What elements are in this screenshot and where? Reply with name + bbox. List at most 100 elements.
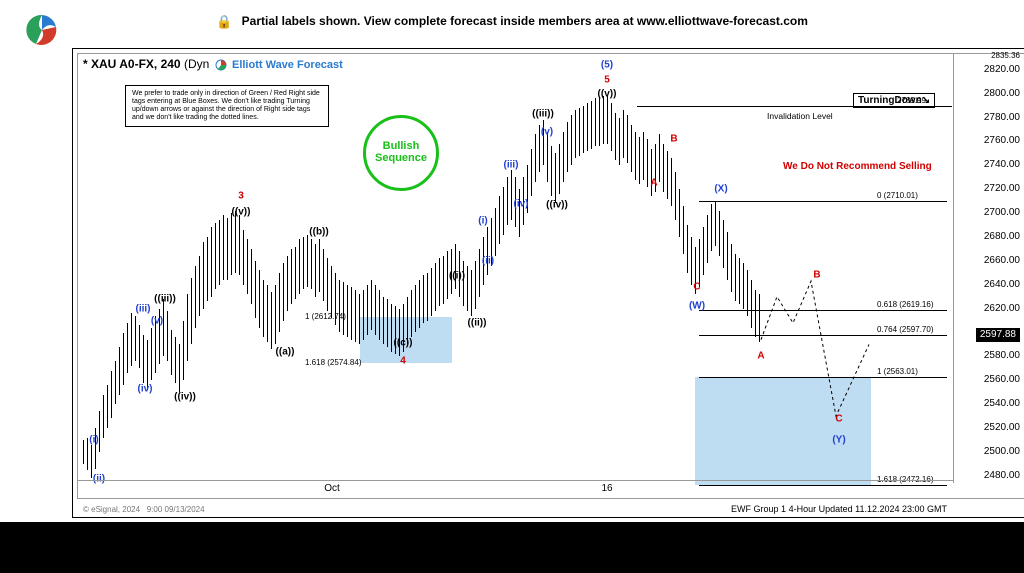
price-bar [587, 103, 588, 151]
price-bar [423, 275, 424, 323]
price-bar [295, 247, 296, 300]
price-bar [323, 249, 324, 302]
wave-label: 5 [604, 75, 610, 86]
price-bar [743, 263, 744, 308]
price-bar [435, 263, 436, 311]
price-bar [715, 201, 716, 246]
price-bar [479, 249, 480, 297]
price-bar [163, 299, 164, 356]
wave-label: (5) [601, 59, 613, 70]
price-bar [115, 361, 116, 404]
price-bar [287, 256, 288, 311]
price-bar [223, 215, 224, 280]
price-bar [351, 287, 352, 340]
wave-label: (X) [714, 184, 727, 195]
price-bar [187, 294, 188, 361]
price-bar [411, 290, 412, 338]
price-bar [415, 285, 416, 333]
price-bar [291, 249, 292, 304]
price-bar [663, 144, 664, 192]
y-tick: 2480.00 [984, 470, 1020, 481]
price-bar [99, 411, 100, 452]
price-bar [631, 125, 632, 173]
y-tick: 2760.00 [984, 135, 1020, 146]
retracement-label: 0 (2710.01) [877, 191, 918, 200]
retracement-label: 1 (2563.01) [877, 367, 918, 376]
price-bar [475, 261, 476, 309]
price-bar [667, 151, 668, 199]
wave-label: 3 [238, 191, 244, 202]
lock-icon: 🔒 [216, 14, 232, 30]
wave-label: ((iii)) [154, 294, 176, 305]
price-bar [279, 273, 280, 333]
price-bar [619, 118, 620, 166]
price-bar [731, 244, 732, 292]
price-bar [487, 227, 488, 275]
price-bar [675, 172, 676, 220]
price-bar [215, 223, 216, 290]
wave-label: ((i)) [449, 271, 465, 282]
retracement-label: 0.764 (2597.70) [877, 325, 934, 334]
price-bar [195, 266, 196, 328]
invalidation-label: Invalidation Level [767, 111, 833, 121]
price-bar [627, 115, 628, 163]
price-bar [299, 239, 300, 294]
price-bar [559, 144, 560, 194]
header-banner: 🔒 Partial labels shown. View complete fo… [0, 14, 1024, 30]
wave-label: ((ii)) [468, 317, 487, 328]
retracement-line [699, 310, 947, 311]
price-bar [511, 170, 512, 220]
price-bar [87, 438, 88, 470]
price-bar [123, 333, 124, 386]
price-bar [679, 189, 680, 237]
price-bar [567, 122, 568, 172]
y-axis: 2835.36 2480.002500.002520.002540.002560… [953, 53, 1024, 483]
price-bar [639, 137, 640, 185]
wave-label: ((v)) [232, 206, 251, 217]
no-sell-label: We Do Not Recommend Selling [783, 161, 932, 172]
bottom-band [0, 522, 1024, 573]
price-bar [643, 132, 644, 180]
price-bar [347, 285, 348, 338]
wave-label: C [693, 282, 700, 293]
price-bar [255, 261, 256, 318]
price-bar [443, 256, 444, 304]
page: 🔒 Partial labels shown. View complete fo… [0, 0, 1024, 573]
price-bar [339, 280, 340, 333]
price-bar [331, 266, 332, 319]
price-bar [591, 101, 592, 149]
price-bar [263, 280, 264, 337]
wave-label: A [757, 351, 764, 362]
y-tick: 2580.00 [984, 350, 1020, 361]
wave-label: (W) [689, 301, 705, 312]
price-bar [611, 103, 612, 151]
chart-panel[interactable]: * XAU A0-FX, 240 (Dyn Elliott Wave Forec… [72, 48, 1024, 518]
price-bar [367, 285, 368, 335]
y-tick: 2820.00 [984, 64, 1020, 75]
price-bar [307, 235, 308, 288]
retracement-line [699, 335, 947, 336]
price-bar [635, 132, 636, 180]
price-bar [355, 290, 356, 343]
price-bar [183, 321, 184, 381]
wave-label: ((iv)) [546, 199, 568, 210]
y-tick: 2680.00 [984, 231, 1020, 242]
price-bar [751, 280, 752, 328]
x-tick: Oct [324, 483, 340, 494]
price-bar [623, 110, 624, 158]
wave-label: ((v)) [598, 88, 617, 99]
banner-text: Partial labels shown. View complete fore… [242, 14, 808, 28]
price-bar [603, 96, 604, 144]
price-bar [503, 187, 504, 235]
price-bar [535, 134, 536, 182]
wave-label: (iv) [514, 198, 529, 209]
wave-label: A [650, 178, 657, 189]
price-bar [127, 323, 128, 373]
price-bar [267, 285, 268, 342]
price-bar [247, 239, 248, 294]
wave-label: B [670, 134, 677, 145]
price-plot[interactable]: 0 (2710.01)0.618 (2619.16)0.764 (2597.70… [77, 53, 953, 483]
wave-label: (v) [151, 315, 163, 326]
price-bar [615, 113, 616, 161]
price-bar [111, 371, 112, 419]
